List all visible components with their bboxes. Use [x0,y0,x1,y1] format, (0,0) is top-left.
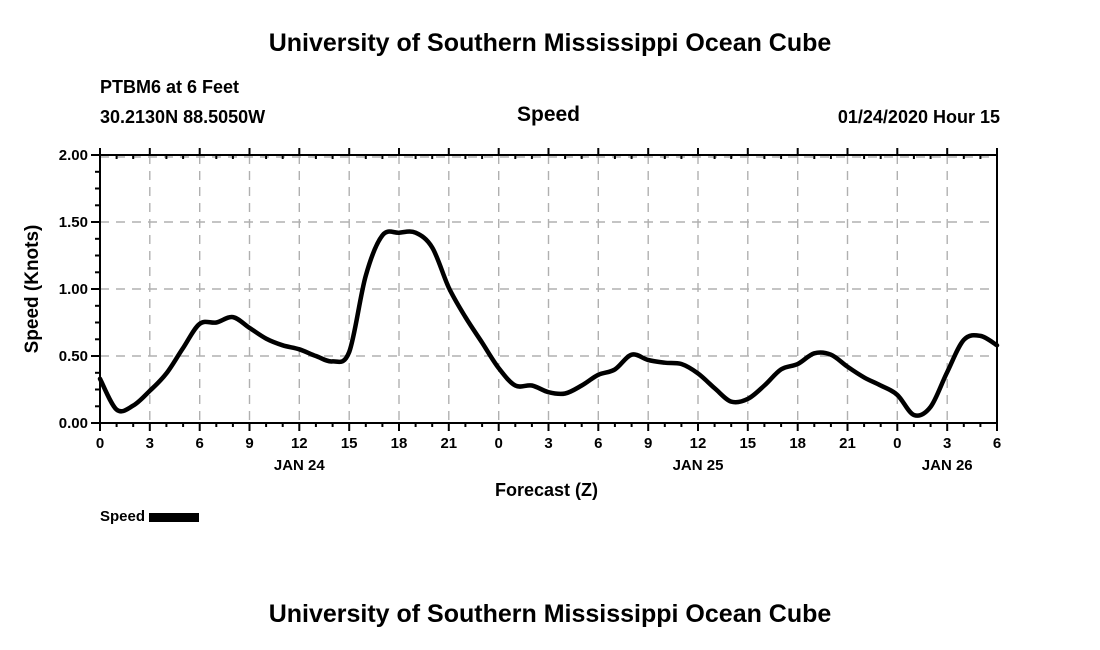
y-tick-label: 0.50 [59,348,88,365]
x-tick-label: 12 [291,435,308,452]
legend-line-swatch [149,513,200,522]
page-title: University of Southern Mississippi Ocean… [268,29,832,57]
y-tick-label: 2.00 [59,147,88,164]
x-tick-label: 9 [245,435,253,452]
x-tick-label: 18 [789,435,806,452]
day-label: JAN 26 [922,457,973,474]
x-tick-label: 6 [196,435,204,452]
x-tick-label: 3 [146,435,154,452]
legend-label: Speed [100,508,146,525]
x-tick-label: 12 [690,435,707,452]
x-tick-label: 6 [594,435,602,452]
run-info-label: 01/24/2020 Hour 15 [837,107,1000,127]
y-tick-label: 1.50 [59,214,88,231]
chart-title: Speed [516,103,581,126]
day-label: JAN 24 [274,457,326,474]
speed-line [97,229,1000,418]
x-tick-label: 15 [739,435,756,452]
station-label: PTBM6 at 6 Feet [100,77,240,97]
x-tick-label: 18 [391,435,408,452]
x-tick-label: 15 [341,435,358,452]
x-axis-title: Forecast (Z) [494,480,599,500]
day-label: JAN 25 [673,457,724,474]
coordinates-label: 30.2130N 88.5050W [100,107,266,127]
x-tick-label: 6 [993,435,1001,452]
x-tick-label: 9 [644,435,652,452]
x-tick-label: 21 [440,435,457,452]
x-tick-label: 0 [893,435,901,452]
legend: Speed [100,508,200,525]
y-tick-label: 0.00 [59,415,88,432]
x-tick-label: 0 [96,435,104,452]
x-tick-label: 0 [495,435,503,452]
x-tick-label: 3 [544,435,552,452]
x-tick-label: 3 [943,435,951,452]
y-tick-label: 1.00 [59,281,88,298]
x-tick-label: 21 [839,435,856,452]
footer-title: University of Southern Mississippi Ocean… [268,600,832,628]
